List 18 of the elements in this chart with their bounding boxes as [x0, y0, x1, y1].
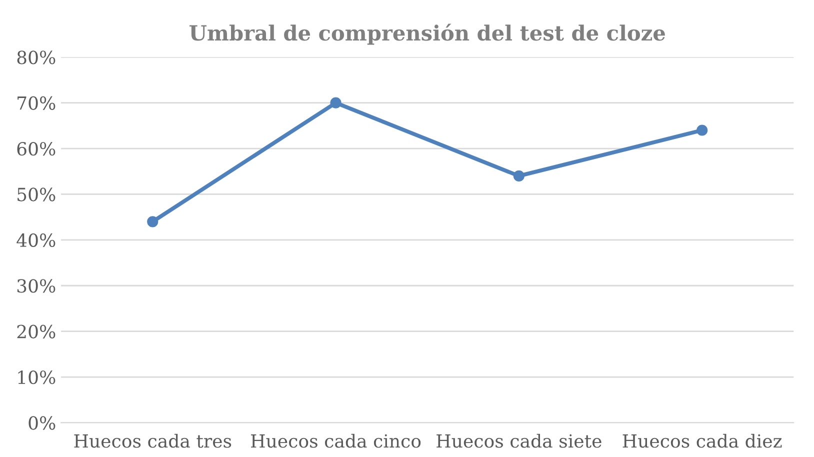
- y-tick-label: 20%: [17, 324, 56, 338]
- point: [147, 216, 158, 228]
- x-tick-label: Huecos cada siete: [436, 434, 602, 448]
- y-tick-label: 50%: [18, 188, 56, 202]
- y-tick-label: 70%: [18, 96, 56, 110]
- y-tick-label: 60%: [17, 142, 56, 156]
- x-tick-label: Huecos cada diez: [622, 434, 782, 448]
- point: [513, 170, 524, 182]
- y-tick-label: 40%: [16, 233, 56, 248]
- x-tick-label: Huecos cada cinco: [251, 434, 421, 448]
- y-tick-label: 10%: [18, 370, 56, 384]
- point: [696, 124, 708, 136]
- y-tick-label: 30%: [17, 279, 56, 293]
- chart-title: Umbral de comprensión del test de cloze: [190, 24, 665, 45]
- y-tick-label: 80%: [17, 50, 56, 64]
- y-tick-label: 0%: [28, 416, 56, 430]
- point: [330, 97, 342, 108]
- x-tick-label: Huecos cada tres: [74, 434, 232, 448]
